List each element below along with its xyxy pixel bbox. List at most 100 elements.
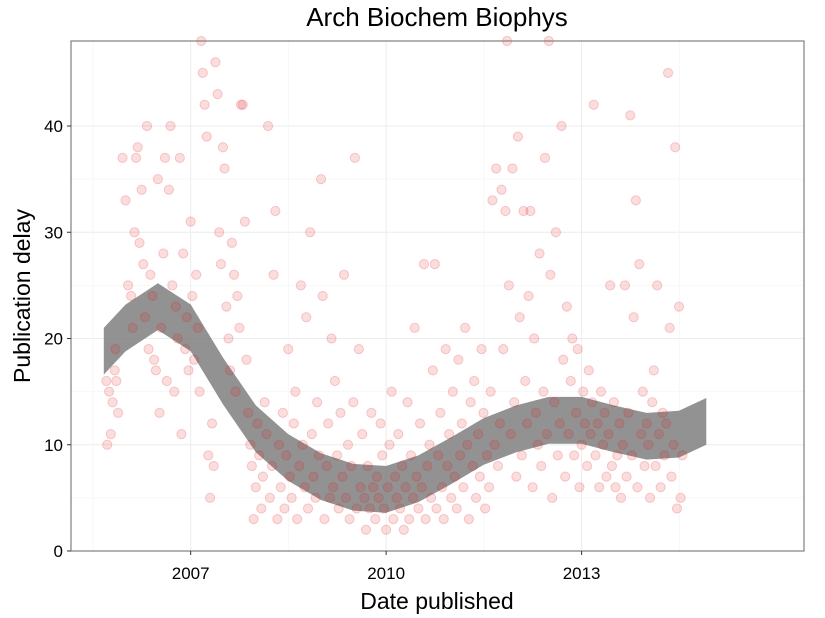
data-point (150, 365, 161, 376)
data-point (368, 482, 379, 493)
data-point (491, 163, 502, 174)
data-point (628, 312, 639, 323)
data-point (194, 386, 205, 397)
data-point (359, 492, 370, 503)
data-point (398, 524, 409, 535)
data-point (500, 205, 511, 217)
data-point (268, 269, 279, 280)
data-point (217, 142, 229, 153)
data-point (252, 418, 263, 429)
data-point (514, 312, 525, 323)
data-point (295, 280, 306, 291)
data-point (371, 471, 382, 482)
data-point (518, 205, 529, 217)
data-point (570, 407, 582, 418)
data-point (172, 333, 183, 344)
data-point (668, 439, 679, 450)
data-point (272, 514, 283, 525)
y-tick-label: 30 (44, 223, 63, 242)
data-point (487, 195, 498, 206)
data-point (302, 503, 314, 514)
data-point (305, 227, 316, 238)
data-point (219, 163, 230, 174)
data-point (312, 397, 323, 408)
data-point (129, 227, 140, 238)
data-point (443, 429, 455, 440)
data-point (346, 460, 357, 472)
data-point (567, 333, 578, 344)
data-point (126, 290, 137, 302)
data-point (453, 354, 464, 365)
data-point (169, 386, 180, 397)
data-point (650, 460, 661, 472)
data-point (481, 450, 493, 461)
data-point (511, 471, 522, 482)
plot-panel (70, 40, 805, 552)
data-point (554, 418, 565, 429)
data-point (290, 386, 301, 397)
data-point (610, 482, 621, 493)
data-point (147, 290, 158, 302)
grid (71, 40, 804, 552)
data-point (455, 450, 466, 461)
data-point (409, 322, 420, 333)
data-point (569, 450, 580, 461)
data-point (275, 482, 286, 493)
data-point (560, 471, 571, 482)
data-point (176, 429, 187, 440)
data-point (154, 407, 165, 418)
data-point (257, 471, 268, 482)
data-point (141, 120, 153, 132)
data-point (197, 67, 208, 78)
x-tick-label: 2007 (172, 564, 210, 583)
data-point (663, 67, 674, 78)
data-point (326, 333, 337, 344)
data-point (550, 227, 562, 238)
data-point (483, 482, 495, 493)
data-point (648, 365, 659, 376)
data-point (393, 429, 404, 440)
data-point (595, 386, 607, 397)
data-point (214, 227, 225, 238)
data-point (206, 418, 218, 429)
data-point (215, 259, 227, 270)
data-point (641, 418, 652, 429)
data-point (246, 460, 257, 472)
data-point (630, 195, 641, 206)
data-point (594, 482, 605, 493)
data-point (677, 450, 688, 461)
data-point (110, 344, 121, 355)
data-point (529, 333, 540, 344)
data-point (235, 99, 247, 110)
data-point (104, 386, 115, 397)
data-point (143, 344, 154, 355)
data-point (447, 386, 458, 397)
data-point (109, 365, 120, 376)
data-point (105, 429, 116, 440)
data-point (239, 216, 250, 227)
data-point (138, 259, 149, 270)
data-point (574, 482, 585, 493)
data-point (301, 312, 312, 323)
data-point (384, 439, 395, 450)
data-point (205, 492, 216, 503)
data-point (467, 460, 478, 472)
data-point (558, 354, 569, 365)
y-tick-label: 20 (44, 330, 63, 349)
data-point (496, 184, 507, 195)
data-point (181, 312, 192, 323)
data-point (427, 365, 438, 376)
data-point (418, 259, 430, 270)
data-point (306, 429, 317, 440)
data-point (288, 418, 299, 429)
data-point (414, 418, 426, 429)
data-point (561, 301, 572, 312)
data-point (180, 344, 191, 355)
data-point (389, 471, 401, 482)
data-point (226, 237, 237, 248)
data-point (360, 524, 372, 535)
data-point (576, 439, 587, 450)
x-tick-label: 2013 (563, 564, 601, 583)
y-tick-label: 10 (44, 436, 63, 455)
